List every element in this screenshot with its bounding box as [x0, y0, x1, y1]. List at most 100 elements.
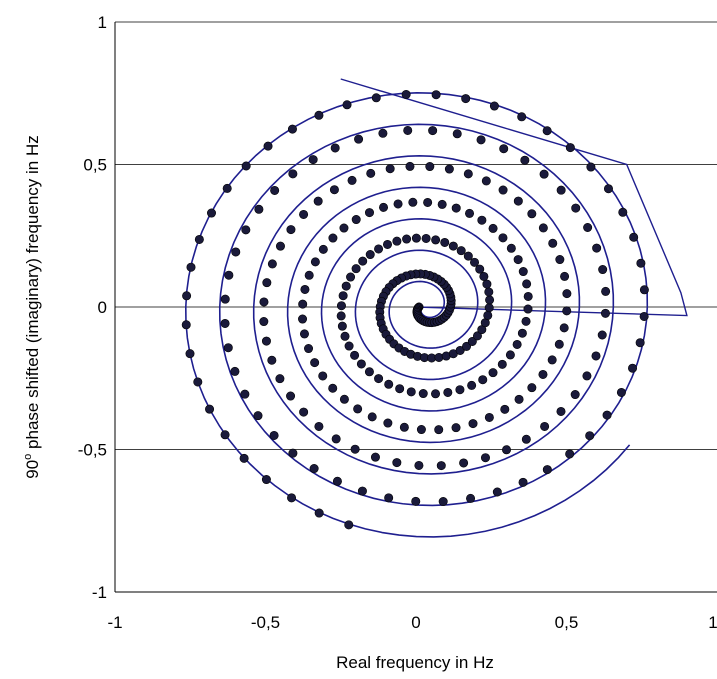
data-point [231, 247, 241, 257]
data-point [571, 203, 581, 213]
data-point [440, 237, 450, 247]
data-point [489, 101, 499, 111]
data-point [484, 303, 494, 313]
data-point [592, 243, 602, 253]
y-tick-label-1: 0,5 [83, 156, 107, 175]
data-point [371, 93, 381, 103]
data-point [418, 389, 428, 399]
data-point [310, 358, 320, 368]
data-point [259, 317, 269, 327]
data-point [603, 184, 613, 194]
data-point [481, 176, 491, 186]
data-point [548, 238, 558, 248]
data-point [384, 493, 394, 503]
data-point [444, 164, 454, 174]
data-point [431, 90, 441, 100]
data-point [288, 169, 298, 179]
data-point [366, 168, 376, 178]
data-point [262, 278, 272, 288]
data-point [477, 215, 487, 225]
data-point [554, 339, 564, 349]
data-point [182, 291, 192, 301]
data-point [351, 264, 361, 274]
y-tick-label-2: 0 [98, 298, 107, 317]
data-point [338, 291, 348, 301]
data-point [502, 445, 512, 455]
data-point [521, 434, 531, 444]
data-point [223, 343, 233, 353]
data-point [547, 355, 557, 365]
data-point [370, 452, 380, 462]
y-axis-title: 90o phase shifted (imaginary) frequency … [22, 135, 42, 478]
data-point [600, 308, 610, 318]
data-point [300, 284, 310, 294]
data-point [340, 331, 350, 341]
spiral-line-connector [340, 78, 688, 317]
data-point [628, 363, 638, 373]
data-point [356, 359, 366, 369]
data-point [488, 223, 498, 233]
data-point [499, 144, 509, 154]
data-point [425, 162, 435, 172]
data-point [310, 257, 320, 267]
data-point [344, 341, 354, 351]
data-point [254, 204, 264, 214]
data-point [207, 208, 217, 218]
data-point [395, 384, 405, 394]
data-point [403, 125, 413, 135]
data-point [601, 286, 611, 296]
data-point [463, 169, 473, 179]
y-tick-labels: 1 0,5 0 -0,5 -1 [78, 13, 107, 602]
data-point [185, 349, 195, 359]
data-point [224, 270, 234, 280]
data-point [402, 234, 412, 244]
data-point [270, 185, 280, 195]
data-point [336, 301, 346, 311]
data-point [399, 422, 409, 432]
data-point [461, 94, 471, 104]
data-point [483, 310, 493, 320]
data-point [328, 233, 338, 243]
data-point [455, 345, 465, 355]
data-point [350, 444, 360, 454]
data-point [328, 383, 338, 393]
data-point [514, 394, 524, 404]
data-point [253, 411, 263, 421]
y-axis-title-pre: 90 [23, 460, 42, 479]
data-point [591, 351, 601, 361]
data-point [421, 233, 431, 243]
data-point [220, 430, 230, 440]
data-point [314, 508, 324, 518]
data-point [448, 241, 458, 251]
data-point [505, 350, 515, 360]
data-point [629, 232, 639, 242]
data-point [463, 251, 473, 261]
data-point [523, 304, 533, 314]
data-point [411, 496, 421, 506]
data-point [562, 289, 572, 299]
data-point [498, 185, 508, 195]
data-point [438, 497, 448, 507]
data-point [466, 493, 476, 503]
data-point [598, 265, 608, 275]
data-point [560, 271, 570, 281]
x-tick-label-0: -1 [107, 613, 122, 632]
data-point [583, 223, 593, 233]
data-point [500, 404, 510, 414]
data-point [344, 520, 354, 530]
data-point [329, 185, 339, 195]
data-point [347, 175, 357, 185]
data-point [220, 318, 230, 328]
data-point [538, 223, 548, 233]
spiral-line-series [184, 78, 688, 538]
data-point [451, 203, 461, 213]
data-point [513, 196, 523, 206]
data-point [616, 387, 626, 397]
data-point [354, 134, 364, 144]
data-point [385, 164, 395, 174]
data-point [313, 196, 323, 206]
data-point [522, 279, 532, 289]
data-point [468, 419, 478, 429]
data-point [241, 225, 251, 235]
data-point [275, 374, 285, 384]
